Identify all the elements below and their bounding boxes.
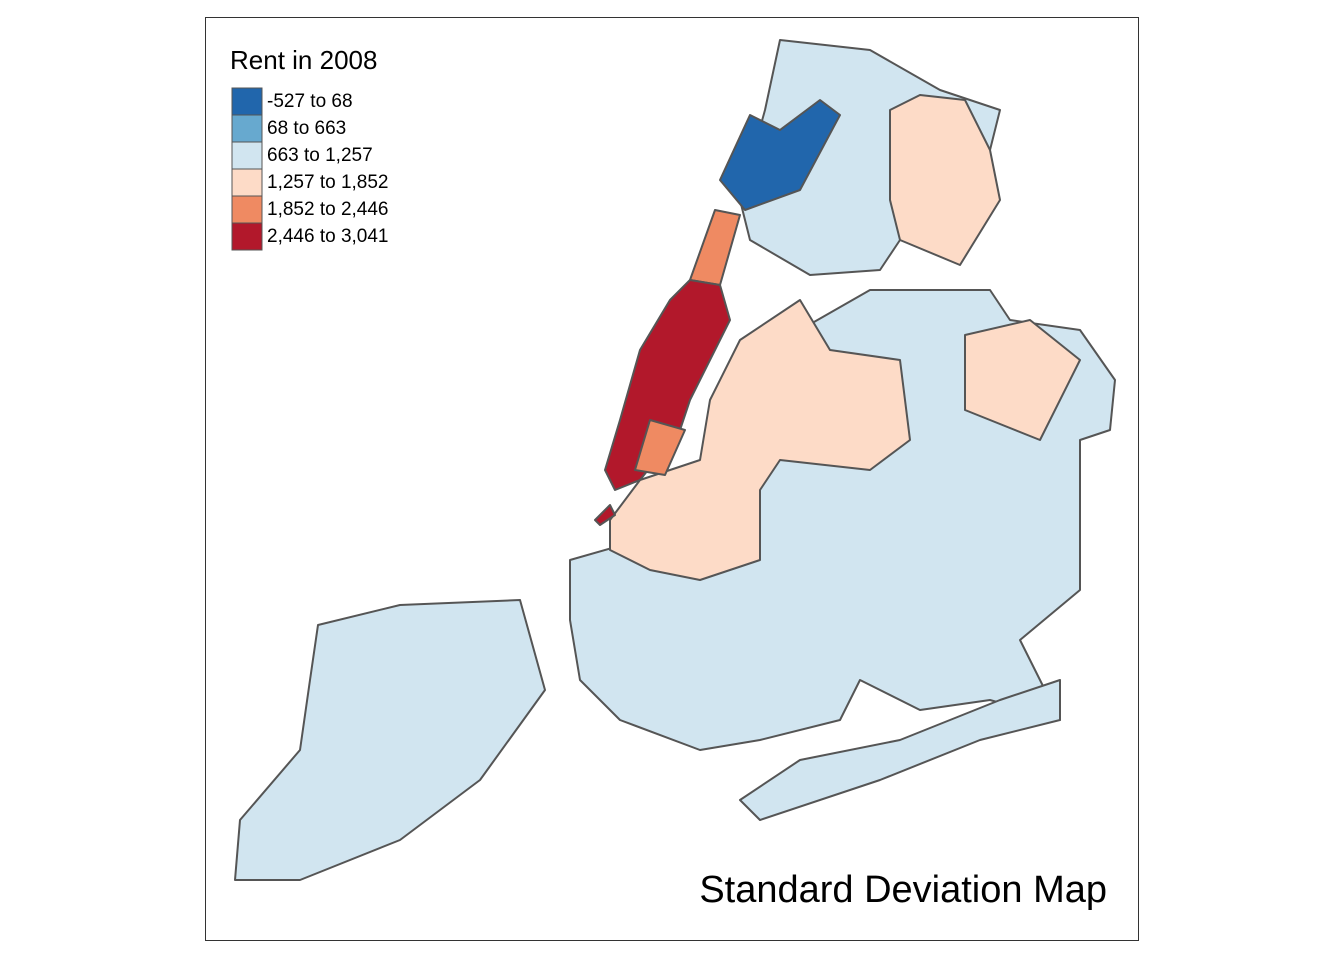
regions [234,39,1116,881]
legend: -527 to 68 68 to 663 663 to 1,257 1,257 to … [231,87,389,251]
rockaway [739,679,1061,821]
staten-island [234,599,546,881]
legend-title: Rent in 2008 [230,45,377,75]
legend-swatch [231,195,263,224]
north-manhattan [719,99,841,211]
legend-swatch [231,222,263,251]
governors-island [594,504,616,526]
legend-label: 2,446 to 3,041 [267,226,389,247]
legend-label: 663 to 1,257 [267,145,373,166]
legend-swatch [231,168,263,197]
east-queens [964,319,1081,441]
map-title: Standard Deviation Map [699,869,1107,911]
legend-label: 1,852 to 2,446 [267,199,389,220]
legend-swatch [231,114,263,143]
legend-swatch [231,87,263,116]
legend-swatch [231,141,263,170]
legend-label: 68 to 663 [267,118,346,139]
east-bronx [889,94,1001,266]
west-brooklyn-queens [609,299,911,581]
lower-east-side [634,419,686,476]
legend-label: -527 to 68 [267,91,353,112]
legend-label: 1,257 to 1,852 [267,172,389,193]
midtown-manhattan [604,279,731,491]
